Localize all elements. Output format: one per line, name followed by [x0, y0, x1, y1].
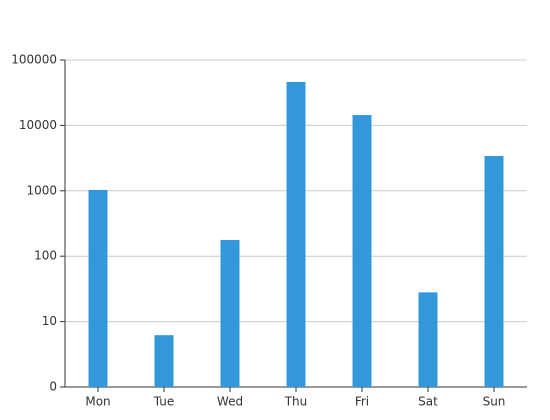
x-tick-label: Tue	[153, 395, 175, 409]
bar	[88, 189, 108, 387]
y-tick-label: 10	[42, 314, 57, 328]
bar	[154, 335, 174, 387]
x-tick-label: Mon	[85, 395, 110, 409]
y-tick-label: 0	[49, 380, 57, 394]
bar	[220, 239, 240, 387]
x-tick-label: Sat	[418, 395, 438, 409]
x-tick-label: Sun	[483, 395, 506, 409]
y-tick-label: 1000	[26, 183, 57, 197]
bar	[418, 292, 438, 387]
x-tick-label: Wed	[217, 395, 243, 409]
bar	[286, 81, 306, 387]
y-tick-label: 100000	[11, 53, 57, 67]
bar	[352, 115, 372, 387]
y-tick-label: 100	[34, 249, 57, 263]
x-tick-label: Thu	[284, 395, 308, 409]
bar	[484, 156, 504, 387]
y-tick-label: 10000	[19, 118, 57, 132]
x-tick-label: Fri	[355, 395, 369, 409]
